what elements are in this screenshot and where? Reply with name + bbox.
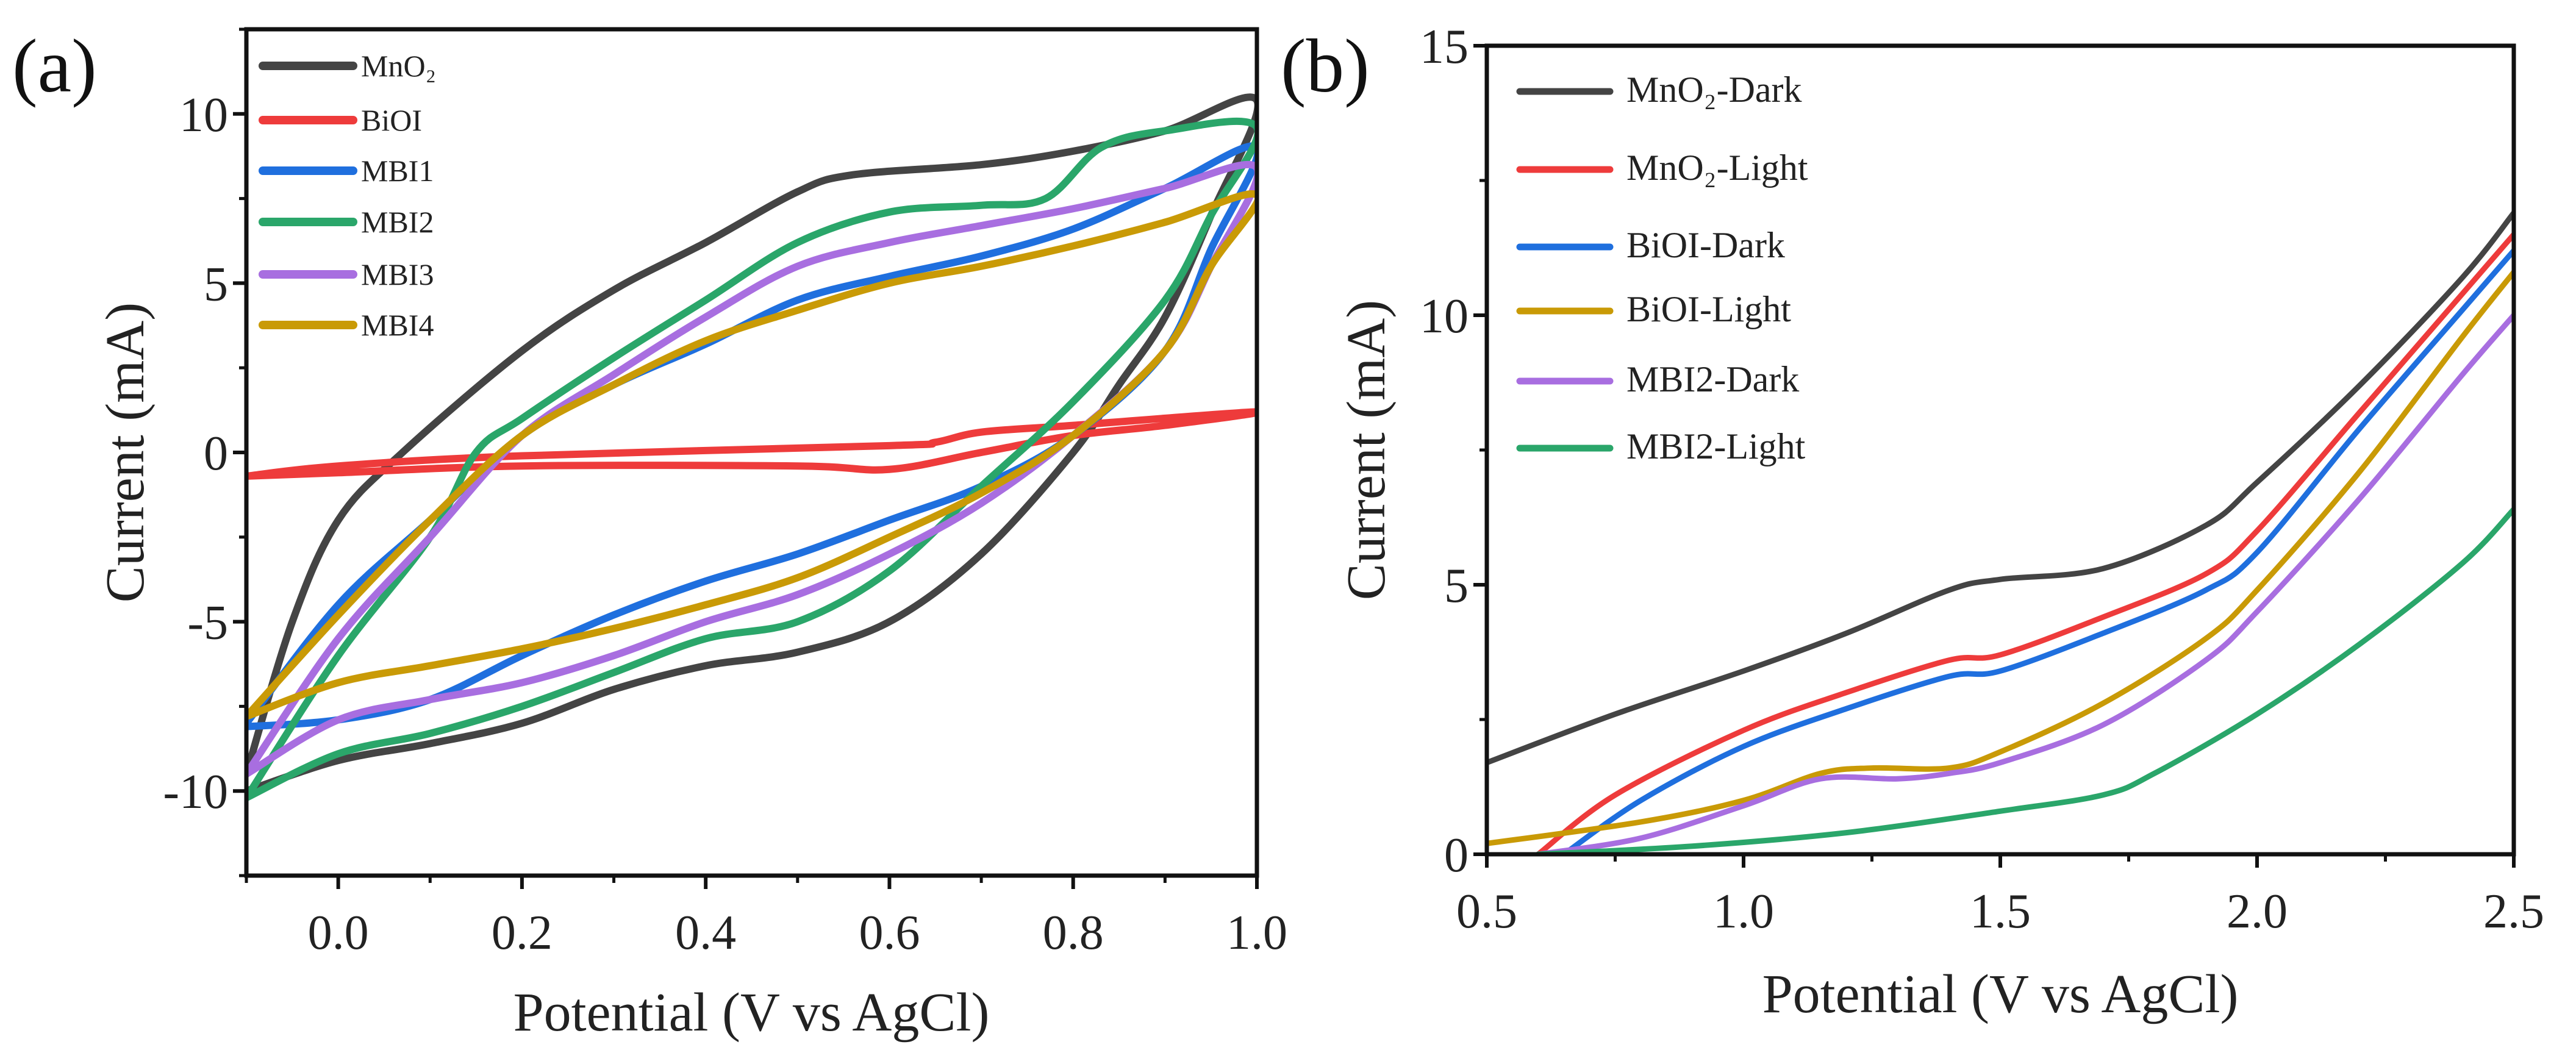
y-tick-label: 15 xyxy=(1420,20,1469,74)
legend-label: BiOI xyxy=(361,103,422,137)
series-line-mbi2-dark xyxy=(1535,312,2514,854)
legend-label: MnO₂-Dark xyxy=(1626,70,1802,110)
x-tick-label: 0.6 xyxy=(859,906,920,960)
series-line-bioi-dark xyxy=(1561,248,2514,854)
series-line-bioi xyxy=(246,408,1257,480)
panel-label-b: (b) xyxy=(1281,24,1370,109)
legend-label: BiOI-Light xyxy=(1626,289,1791,329)
y-tick-label: 10 xyxy=(1420,290,1469,343)
legend-label: MnO₂-Light xyxy=(1626,148,1808,188)
y-tick-label: -10 xyxy=(163,765,228,819)
x-tick-label: 1.0 xyxy=(1226,906,1287,960)
y-tick-label: 0 xyxy=(1444,829,1469,882)
x-tick-label: 0.2 xyxy=(492,906,553,960)
x-tick-label: 2.0 xyxy=(2227,885,2288,938)
series-line-mno-light xyxy=(1535,231,2514,854)
legend-label: MnO₂ xyxy=(361,49,436,83)
y-tick-label: -5 xyxy=(187,596,228,650)
x-tick-label: 1.0 xyxy=(1713,885,1774,938)
series-line-mbi4 xyxy=(246,190,1257,721)
y-tick-label: 10 xyxy=(179,88,228,142)
legend-label: MBI3 xyxy=(361,257,434,291)
panel-label-a: (a) xyxy=(12,24,97,109)
x-axis-title-a: Potential (V vs AgCl) xyxy=(513,982,990,1043)
x-tick-label: 0.0 xyxy=(308,906,369,960)
x-tick-label: 0.4 xyxy=(675,906,736,960)
x-tick-label: 2.5 xyxy=(2483,885,2544,938)
legend-label: MBI1 xyxy=(361,154,434,188)
panel-b: (b) Potential (V vs AgCl) Current (mA) M… xyxy=(1281,20,2544,1024)
series-line-bioi-light xyxy=(1487,269,2514,846)
y-tick-label: 5 xyxy=(1444,559,1469,613)
series-line-mbi2 xyxy=(246,117,1257,802)
y-axis-title-b: Current (mA) xyxy=(1336,300,1397,600)
x-tick-label: 1.5 xyxy=(1970,885,2031,938)
legend-label: MBI2 xyxy=(361,205,434,239)
legend-label: BiOI-Dark xyxy=(1626,225,1785,265)
y-tick-label: 0 xyxy=(204,427,228,480)
x-tick-label: 0.5 xyxy=(1456,885,1517,938)
y-tick-label: 5 xyxy=(204,257,228,311)
panel-a: (a) Potential (V vs AgCl) Current (mA) M… xyxy=(12,24,1287,1043)
legend-label: MBI2-Dark xyxy=(1626,359,1799,399)
legend-label: MBI2-Light xyxy=(1626,426,1806,466)
series-line-mno-dark xyxy=(1487,210,2514,766)
series-line-mbi2-light xyxy=(1535,506,2514,854)
x-axis-title-b: Potential (V vs AgCl) xyxy=(1762,964,2239,1024)
legend-label: MBI4 xyxy=(361,308,434,342)
series-line-mno- xyxy=(246,93,1257,795)
x-tick-label: 0.8 xyxy=(1043,906,1104,960)
y-axis-title-a: Current (mA) xyxy=(95,302,156,602)
